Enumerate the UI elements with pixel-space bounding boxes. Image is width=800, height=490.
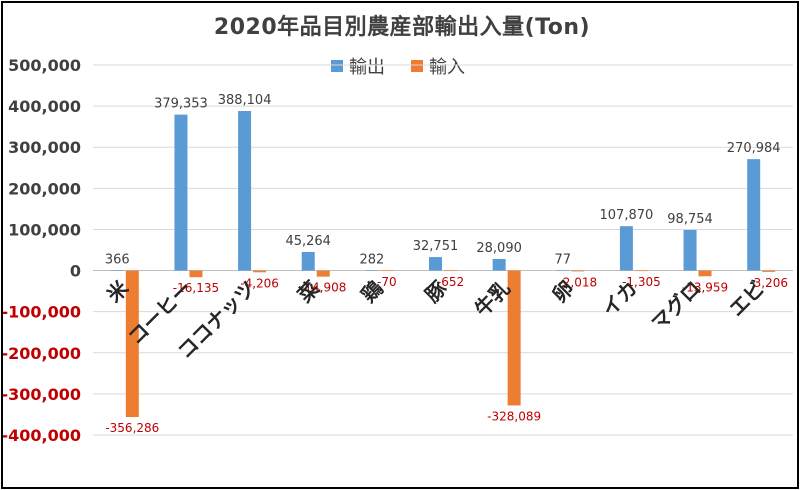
bar-import-6 bbox=[507, 270, 521, 406]
data-label-import: -328,089 bbox=[487, 409, 541, 423]
y-tick-label: 100,000 bbox=[8, 220, 81, 239]
data-label-export: 107,870 bbox=[600, 208, 654, 223]
bar-export-10 bbox=[747, 159, 761, 271]
y-tick-label: -200,000 bbox=[3, 344, 81, 363]
bar-export-2 bbox=[238, 111, 252, 271]
data-label-import: -70 bbox=[377, 275, 397, 289]
bar-import-7 bbox=[571, 270, 585, 272]
data-label-export: 388,104 bbox=[218, 93, 272, 108]
data-label-import: -14,908 bbox=[300, 281, 346, 295]
data-label-export: 77 bbox=[554, 253, 571, 268]
data-label-export: 45,264 bbox=[285, 234, 331, 249]
bar-export-1 bbox=[174, 114, 188, 271]
bar-export-4 bbox=[365, 270, 379, 271]
bar-export-8 bbox=[619, 226, 633, 271]
bar-export-9 bbox=[683, 229, 697, 271]
bar-import-2 bbox=[253, 270, 267, 273]
bar-chart: 500,000 400,000 300,000 200,000 100,000 0 -100… bbox=[3, 56, 793, 445]
y-tick-label: -300,000 bbox=[3, 385, 81, 404]
data-label-import: -2,018 bbox=[558, 275, 597, 289]
y-tick-label: 300,000 bbox=[8, 138, 81, 157]
data-label-export: 270,984 bbox=[727, 141, 781, 156]
data-label-export: 366 bbox=[105, 252, 130, 267]
data-label-export: 98,754 bbox=[667, 212, 713, 227]
legend-swatch-export bbox=[331, 60, 343, 72]
y-tick-label: 0 bbox=[70, 262, 81, 281]
data-label-import: -652 bbox=[437, 275, 464, 289]
y-tick-label: 500,000 bbox=[8, 56, 81, 75]
bar-export-6 bbox=[492, 259, 506, 271]
bar-import-0 bbox=[125, 270, 139, 418]
legend-label-export: 輸出 bbox=[349, 57, 385, 78]
bar-export-0 bbox=[110, 270, 124, 271]
data-label-import: -1,305 bbox=[622, 275, 661, 289]
bar-import-3 bbox=[316, 270, 330, 277]
data-label-export: 282 bbox=[359, 252, 384, 267]
data-label-export: 32,751 bbox=[413, 239, 459, 254]
y-tick-label: -400,000 bbox=[3, 426, 81, 445]
legend-item-import: 輸入 bbox=[411, 53, 465, 79]
y-tick-label: -100,000 bbox=[3, 303, 81, 322]
bar-import-1 bbox=[189, 270, 203, 278]
bar-import-4 bbox=[380, 270, 394, 272]
bar-export-5 bbox=[429, 257, 442, 271]
bar-import-5 bbox=[444, 270, 457, 272]
legend-swatch-import bbox=[411, 60, 423, 72]
bar-export-7 bbox=[556, 270, 570, 272]
data-label-import: -4,206 bbox=[240, 276, 279, 290]
bar-import-9 bbox=[698, 270, 712, 277]
data-label-import: -3,206 bbox=[749, 276, 788, 290]
data-label-import: -356,286 bbox=[105, 421, 159, 435]
chart-title: 2020年品目別農産部輸出入量(Ton) bbox=[213, 15, 591, 40]
bar-import-8 bbox=[634, 270, 648, 272]
chart-legend: 輸出 輸入 bbox=[331, 53, 491, 79]
legend-label-import: 輸入 bbox=[429, 57, 465, 78]
bar-export-3 bbox=[301, 251, 315, 271]
legend-item-export: 輸出 bbox=[331, 53, 385, 79]
data-label-import: -16,135 bbox=[173, 281, 219, 295]
bar-import-10 bbox=[762, 270, 776, 272]
y-tick-label: 200,000 bbox=[8, 179, 81, 198]
y-tick-label: 400,000 bbox=[8, 97, 81, 116]
data-label-export: 379,353 bbox=[154, 97, 208, 112]
data-label-import: -13,959 bbox=[682, 280, 728, 294]
data-label-export: 28,090 bbox=[476, 241, 522, 256]
